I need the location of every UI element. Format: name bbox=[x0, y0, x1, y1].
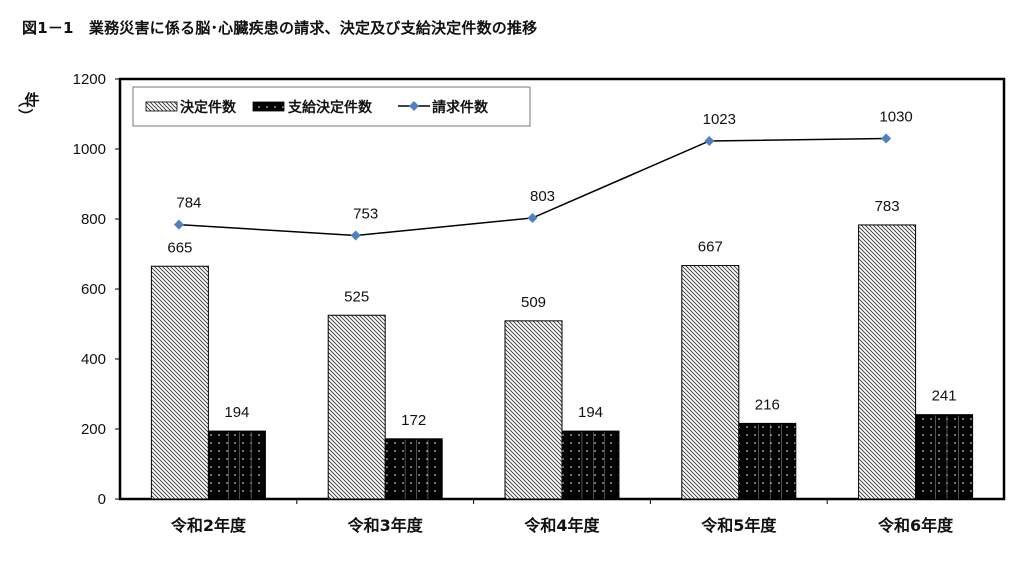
svg-text:（: （ bbox=[16, 92, 34, 107]
legend-swatch-hatch bbox=[145, 101, 178, 112]
y-tick-label: 1000 bbox=[73, 141, 106, 158]
bar-payment-decision bbox=[207, 430, 266, 500]
data-label: 172 bbox=[401, 412, 426, 429]
diamond-marker bbox=[350, 230, 361, 241]
data-label: 241 bbox=[932, 388, 957, 405]
bar-decision bbox=[858, 224, 917, 500]
y-tick-label: 600 bbox=[81, 281, 106, 298]
y-tick-label: 200 bbox=[81, 421, 106, 438]
y-tick-label: 800 bbox=[81, 211, 106, 228]
bar-decision bbox=[150, 265, 209, 500]
legend-label: 支給決定件数 bbox=[287, 99, 373, 116]
svg-text:件: 件 bbox=[24, 91, 39, 109]
bars: 665 194 525 172 509 194 667 216 783 241 bbox=[150, 198, 974, 500]
diamond-marker bbox=[173, 219, 184, 230]
x-category-label: 令和6年度 bbox=[877, 516, 954, 535]
x-category-label: 令和2年度 bbox=[170, 516, 247, 535]
bar-payment-decision bbox=[561, 430, 620, 500]
diamond-marker bbox=[881, 133, 892, 144]
x-category-label: 令和5年度 bbox=[700, 516, 777, 535]
data-label: 509 bbox=[521, 294, 546, 311]
data-label: 525 bbox=[344, 288, 369, 305]
data-label: 216 bbox=[755, 396, 780, 413]
chart-title: 図1－1 業務災害に係る脳･心臓疾患の請求、決定及び支給決定件数の推移 bbox=[22, 19, 538, 37]
svg-text:）: ） bbox=[16, 108, 34, 123]
data-label: 1030 bbox=[879, 109, 912, 126]
data-label: 194 bbox=[578, 404, 603, 421]
legend-box bbox=[132, 86, 531, 127]
data-label: 665 bbox=[167, 239, 192, 256]
bar-payment-decision bbox=[384, 438, 443, 500]
y-axis-unit-label: （件） bbox=[16, 91, 40, 124]
y-tick-label: 400 bbox=[81, 351, 106, 368]
axes: 0 200 400 600 800 1000 1200 （件） 令和2年度 令和3年度 令和4年度 令… bbox=[16, 71, 1006, 535]
x-category-label: 令和3年度 bbox=[347, 516, 424, 535]
legend-diamond-icon bbox=[409, 101, 419, 111]
legend-label: 決定件数 bbox=[180, 99, 237, 116]
line-series: 784 753 803 1023 1030 bbox=[173, 109, 913, 241]
data-label: 1023 bbox=[703, 111, 736, 128]
diamond-marker bbox=[527, 212, 538, 223]
bar-decision bbox=[327, 314, 386, 500]
data-label: 784 bbox=[176, 195, 201, 212]
legend-label: 請求件数 bbox=[432, 99, 489, 116]
legend-swatch-dots bbox=[252, 101, 285, 112]
bar-decision bbox=[681, 265, 740, 500]
bar-payment-decision bbox=[738, 422, 797, 500]
data-label: 667 bbox=[698, 239, 723, 256]
y-tick-label: 1200 bbox=[73, 71, 106, 88]
y-tick-label: 0 bbox=[98, 491, 106, 508]
x-category-label: 令和4年度 bbox=[523, 516, 600, 535]
diamond-marker bbox=[704, 135, 715, 146]
data-label: 803 bbox=[530, 188, 555, 205]
legend: 決定件数 支給決定件数 請求件数 bbox=[132, 86, 531, 127]
data-label: 194 bbox=[224, 404, 249, 421]
bar-decision bbox=[504, 320, 563, 500]
data-label: 753 bbox=[353, 205, 378, 222]
bar-payment-decision bbox=[915, 414, 974, 500]
data-label: 783 bbox=[875, 198, 900, 215]
